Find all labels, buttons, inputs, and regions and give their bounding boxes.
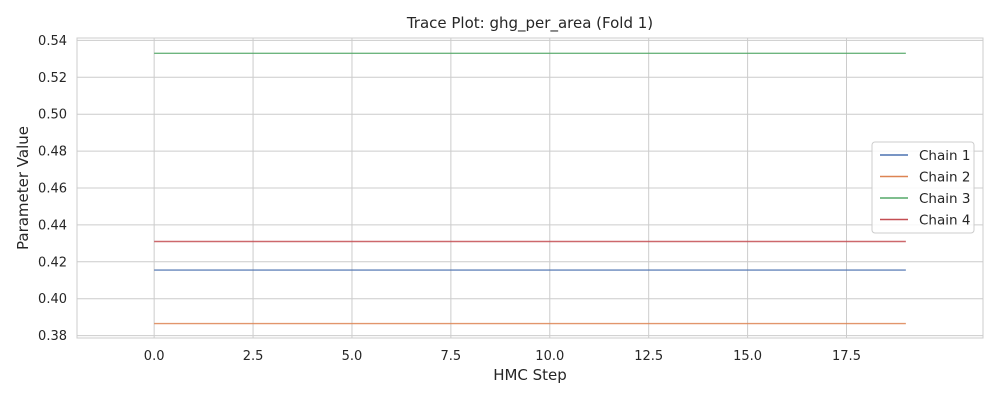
x-tick-label: 17.5 [832, 349, 861, 364]
x-tick-label: 5.0 [342, 349, 363, 364]
x-tick-label: 0.0 [144, 349, 165, 364]
y-axis-title: Parameter Value [14, 126, 32, 250]
tick-labels: 0.0 2.5 5.0 7.5 10.0 12.5 15.0 17.5 0.38 0.40 0.42… [38, 34, 861, 364]
grid [77, 38, 983, 338]
series-group [154, 52, 906, 325]
x-axis-title: HMC Step [493, 366, 567, 384]
legend-box [871, 141, 975, 234]
x-tick-label: 12.5 [634, 349, 663, 364]
y-tick-label: 0.48 [38, 145, 67, 160]
y-tick-label: 0.40 [38, 292, 67, 307]
legend-label: Chain 1 [919, 148, 970, 164]
x-tick-label: 10.0 [535, 349, 564, 364]
legend-label: Chain 3 [919, 191, 970, 207]
x-tick-label: 2.5 [243, 349, 264, 364]
legend-label: Chain 4 [919, 213, 970, 229]
y-tick-label: 0.42 [38, 255, 67, 270]
legend: Chain 1 Chain 2 Chain 3 Chain 4 [871, 141, 975, 234]
y-tick-label: 0.50 [38, 108, 67, 123]
y-tick-label: 0.52 [38, 71, 67, 86]
chart-title: Trace Plot: ghg_per_area (Fold 1) [406, 14, 653, 33]
x-tick-label: 15.0 [733, 349, 762, 364]
y-tick-label: 0.44 [38, 218, 67, 233]
legend-label: Chain 2 [919, 170, 970, 186]
y-tick-label: 0.54 [38, 34, 67, 49]
x-tick-label: 7.5 [441, 349, 462, 364]
plot-frame [76, 37, 984, 339]
y-tick-label: 0.38 [38, 329, 67, 344]
y-tick-label: 0.46 [38, 182, 67, 197]
